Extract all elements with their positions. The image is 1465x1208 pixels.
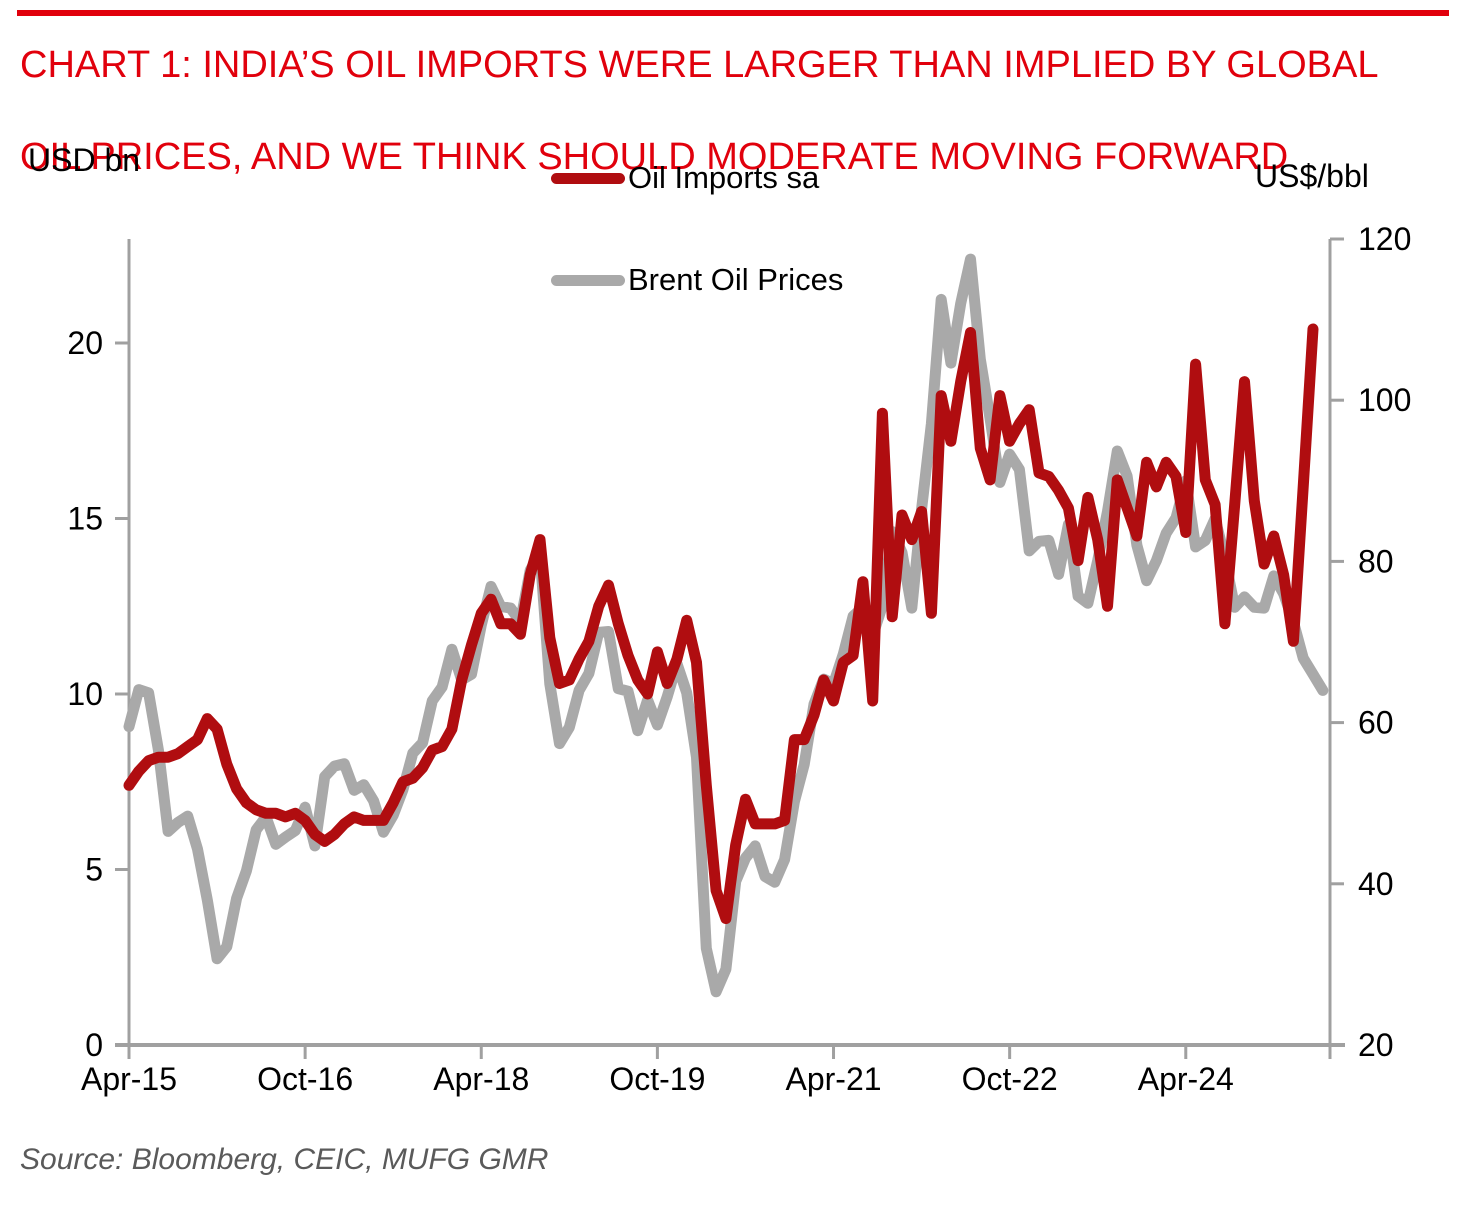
right-axis-tick-label: 80 [1358, 543, 1394, 579]
x-axis-tick-label: Apr-15 [81, 1061, 177, 1097]
right-axis-tick-label: 60 [1358, 705, 1394, 741]
right-axis-tick-label: 20 [1358, 1027, 1394, 1063]
brent-legend-label: Brent Oil Prices [628, 262, 844, 297]
chart-title: CHART 1: INDIA’S OIL IMPORTS WERE LARGER… [20, 42, 1440, 180]
left-axis-unit-label: USD bn [28, 142, 141, 178]
x-axis-tick-label: Apr-18 [433, 1061, 529, 1097]
left-axis-tick-label: 15 [67, 501, 103, 537]
left-axis-tick-label: 20 [67, 325, 103, 361]
left-axis-tick-label: 10 [67, 676, 103, 712]
oil-imports-swatch [551, 172, 625, 184]
brent-swatch [551, 274, 625, 286]
oil-imports-line [123, 323, 1319, 925]
chart-legend: Oil Imports sa Brent Oil Prices [551, 158, 971, 300]
right-axis-tick-label: 100 [1358, 382, 1411, 418]
source-note: Source: Bloomberg, CEIC, MUFG GMR [20, 1143, 549, 1176]
oil-imports-legend-label: Oil Imports sa [628, 160, 820, 195]
x-axis-tick-label: Apr-21 [785, 1061, 881, 1097]
x-axis-tick-label: Apr-24 [1138, 1061, 1234, 1097]
x-axis-tick-label: Oct-22 [962, 1061, 1058, 1097]
left-axis-tick-label: 5 [85, 852, 103, 888]
chart-title-line1: CHART 1: INDIA’S OIL IMPORTS WERE LARGER… [20, 44, 1379, 86]
right-axis-tick-label: 40 [1358, 866, 1394, 902]
top-rule [17, 10, 1449, 16]
right-axis-unit-label: US$/bbl [1255, 158, 1369, 194]
left-axis-tick-label: 0 [85, 1027, 103, 1063]
legend-item-oil-imports: Oil Imports sa [551, 158, 971, 198]
right-axis-tick-label: 120 [1358, 221, 1411, 257]
brent-oil-prices-line [123, 253, 1329, 998]
chart-title-line2: OIL PRICES, AND WE THINK SHOULD MODERATE… [20, 136, 1289, 178]
x-axis-tick-label: Oct-16 [257, 1061, 353, 1097]
x-axis-tick-label: Oct-19 [609, 1061, 705, 1097]
legend-item-brent: Brent Oil Prices [551, 260, 971, 300]
